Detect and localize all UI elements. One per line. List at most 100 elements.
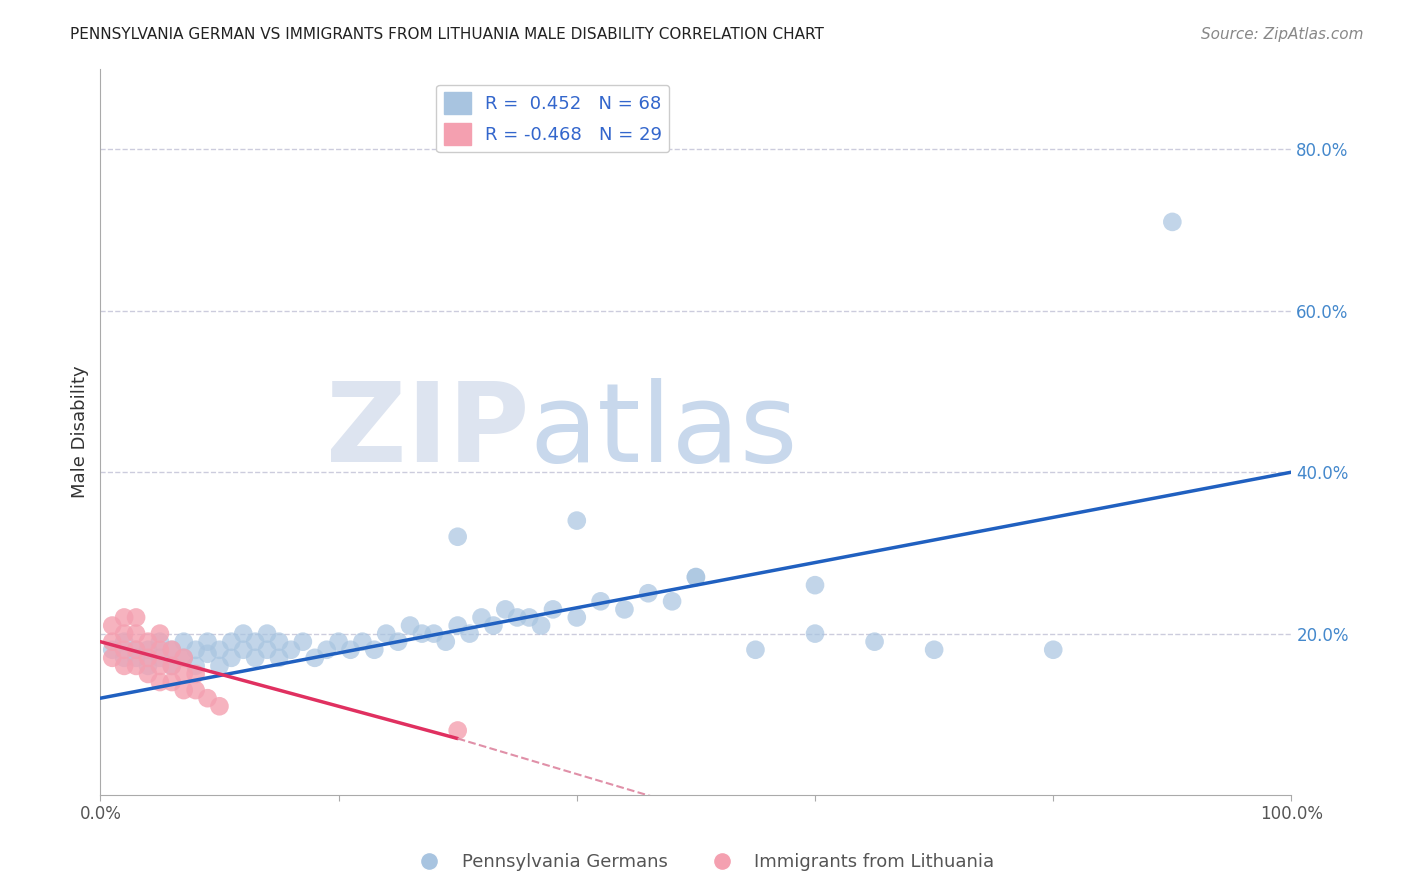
Point <box>517 610 540 624</box>
Point <box>136 650 159 665</box>
Point <box>458 626 481 640</box>
Point <box>160 642 183 657</box>
Point <box>470 610 492 624</box>
Point <box>149 650 172 665</box>
Point <box>208 699 231 714</box>
Point <box>136 659 159 673</box>
Point <box>363 642 385 657</box>
Point <box>173 650 195 665</box>
Point <box>101 634 124 648</box>
Point <box>101 618 124 632</box>
Point <box>125 659 148 673</box>
Point <box>184 659 207 673</box>
Point <box>256 642 278 657</box>
Point <box>101 650 124 665</box>
Point <box>160 675 183 690</box>
Point <box>447 530 470 544</box>
Text: ZIP: ZIP <box>326 378 529 485</box>
Point <box>208 659 231 673</box>
Point <box>304 650 326 665</box>
Point <box>613 602 636 616</box>
Point <box>267 650 290 665</box>
Point <box>589 594 612 608</box>
Point <box>208 642 231 657</box>
Point <box>863 634 886 648</box>
Point <box>125 650 148 665</box>
Point <box>197 691 219 706</box>
Point <box>112 650 135 665</box>
Point <box>339 642 361 657</box>
Point <box>125 626 148 640</box>
Point <box>160 642 183 657</box>
Point <box>328 634 350 648</box>
Text: atlas: atlas <box>529 378 797 485</box>
Point <box>411 626 433 640</box>
Point <box>173 683 195 698</box>
Point <box>267 634 290 648</box>
Point <box>637 586 659 600</box>
Point <box>565 610 588 624</box>
Point <box>125 642 148 657</box>
Point <box>447 618 470 632</box>
Point <box>922 642 945 657</box>
Point <box>399 618 422 632</box>
Point <box>112 642 135 657</box>
Point <box>245 650 267 665</box>
Point <box>232 626 254 640</box>
Point <box>1042 642 1064 657</box>
Point <box>744 642 766 657</box>
Point <box>112 659 135 673</box>
Legend: Pennsylvania Germans, Immigrants from Lithuania: Pennsylvania Germans, Immigrants from Li… <box>404 847 1002 879</box>
Point <box>197 647 219 661</box>
Point <box>506 610 529 624</box>
Text: Source: ZipAtlas.com: Source: ZipAtlas.com <box>1201 27 1364 42</box>
Point <box>387 634 409 648</box>
Point <box>136 642 159 657</box>
Point <box>804 578 827 592</box>
Point <box>112 626 135 640</box>
Point <box>280 642 302 657</box>
Point <box>221 634 243 648</box>
Point <box>685 570 707 584</box>
Point <box>112 634 135 648</box>
Point <box>494 602 516 616</box>
Point <box>352 634 374 648</box>
Point <box>423 626 446 640</box>
Point <box>112 610 135 624</box>
Point <box>1161 215 1184 229</box>
Point <box>661 594 683 608</box>
Point <box>375 626 398 640</box>
Point <box>149 634 172 648</box>
Point <box>184 642 207 657</box>
Point <box>541 602 564 616</box>
Point <box>136 667 159 681</box>
Point <box>565 514 588 528</box>
Point <box>173 634 195 648</box>
Point <box>482 618 505 632</box>
Point <box>197 634 219 648</box>
Point <box>804 626 827 640</box>
Point <box>125 610 148 624</box>
Point <box>221 650 243 665</box>
Point <box>173 667 195 681</box>
Point <box>160 659 183 673</box>
Point <box>149 642 172 657</box>
Point <box>173 650 195 665</box>
Point <box>434 634 457 648</box>
Point <box>160 659 183 673</box>
Point <box>136 634 159 648</box>
Point <box>685 570 707 584</box>
Legend: R =  0.452   N = 68, R = -0.468   N = 29: R = 0.452 N = 68, R = -0.468 N = 29 <box>436 85 669 153</box>
Point <box>232 642 254 657</box>
Point <box>530 618 553 632</box>
Point <box>184 683 207 698</box>
Point <box>125 642 148 657</box>
Point <box>447 723 470 738</box>
Point <box>291 634 314 648</box>
Point <box>149 659 172 673</box>
Point <box>101 642 124 657</box>
Text: PENNSYLVANIA GERMAN VS IMMIGRANTS FROM LITHUANIA MALE DISABILITY CORRELATION CHA: PENNSYLVANIA GERMAN VS IMMIGRANTS FROM L… <box>70 27 824 42</box>
Point <box>245 634 267 648</box>
Y-axis label: Male Disability: Male Disability <box>72 366 89 498</box>
Point <box>184 667 207 681</box>
